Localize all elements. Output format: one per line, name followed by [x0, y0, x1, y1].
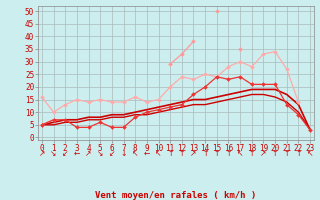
Text: ↖: ↖: [132, 149, 138, 158]
Text: ↓: ↓: [120, 149, 127, 158]
Text: ↖: ↖: [307, 149, 313, 158]
Text: ↑: ↑: [272, 149, 278, 158]
Text: ↑: ↑: [249, 149, 255, 158]
Text: Vent moyen/en rafales ( km/h ): Vent moyen/en rafales ( km/h ): [95, 191, 257, 200]
Text: ↑: ↑: [179, 149, 185, 158]
Text: ←: ←: [74, 149, 80, 158]
Text: ↗: ↗: [260, 149, 267, 158]
Text: ↑: ↑: [202, 149, 208, 158]
Text: ↑: ↑: [295, 149, 302, 158]
Text: ↗: ↗: [85, 149, 92, 158]
Text: ↗: ↗: [39, 149, 45, 158]
Text: ↙: ↙: [62, 149, 68, 158]
Text: ↖: ↖: [237, 149, 243, 158]
Text: ←: ←: [144, 149, 150, 158]
Text: ↖: ↖: [155, 149, 162, 158]
Text: ↑: ↑: [284, 149, 290, 158]
Text: ↑: ↑: [214, 149, 220, 158]
Text: ↙: ↙: [109, 149, 115, 158]
Text: ↑: ↑: [225, 149, 232, 158]
Text: ↑: ↑: [167, 149, 173, 158]
Text: ↘: ↘: [97, 149, 103, 158]
Text: ↘: ↘: [50, 149, 57, 158]
Text: ↗: ↗: [190, 149, 197, 158]
